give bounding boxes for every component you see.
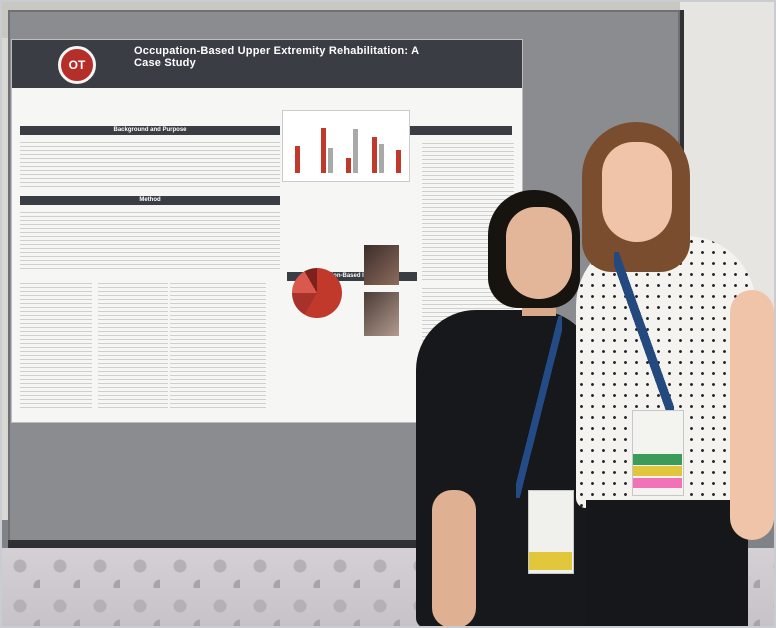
- poster-section-background: Background and Purpose: [20, 126, 280, 135]
- person-right-legs: [586, 500, 748, 628]
- poster-title-bar: [12, 40, 522, 88]
- poster-section-intervention: Occupation-Based Intervention: [287, 272, 417, 281]
- poster-logo: OT: [58, 46, 96, 84]
- person-right-face: [602, 142, 672, 242]
- research-poster: OT Occupation-Based Upper Extremity Reha…: [12, 40, 522, 422]
- chart-bar: [328, 148, 333, 173]
- chart-bar: [353, 129, 358, 173]
- text-block: [98, 280, 168, 410]
- chart-bar: [396, 150, 401, 173]
- poster-photo: [364, 292, 399, 336]
- chart-bar: [321, 128, 326, 173]
- person-left-arm: [432, 490, 476, 628]
- badge-ribbon: [633, 466, 682, 476]
- text-block: [20, 139, 280, 189]
- person-left-face: [506, 207, 572, 299]
- chart-bar: [372, 137, 377, 173]
- text-block: [20, 209, 280, 269]
- badge-ribbon: [633, 478, 682, 488]
- badge-ribbon: [633, 454, 682, 465]
- chart-bar: [379, 144, 384, 173]
- person-right-arm: [730, 290, 774, 540]
- chart-bar: [295, 146, 300, 173]
- lanyard: [516, 316, 562, 498]
- poster-photo: [364, 245, 399, 285]
- poster-section-method: Method: [20, 196, 280, 205]
- text-block: [170, 280, 266, 410]
- text-block: [20, 280, 92, 410]
- chart-bar: [346, 158, 351, 173]
- poster-bar-chart: [282, 110, 410, 182]
- poster-pie-chart: [292, 268, 342, 318]
- lanyard: [614, 252, 674, 420]
- badge-ribbon: [529, 552, 572, 570]
- poster-title: Occupation-Based Upper Extremity Rehabil…: [134, 45, 419, 69]
